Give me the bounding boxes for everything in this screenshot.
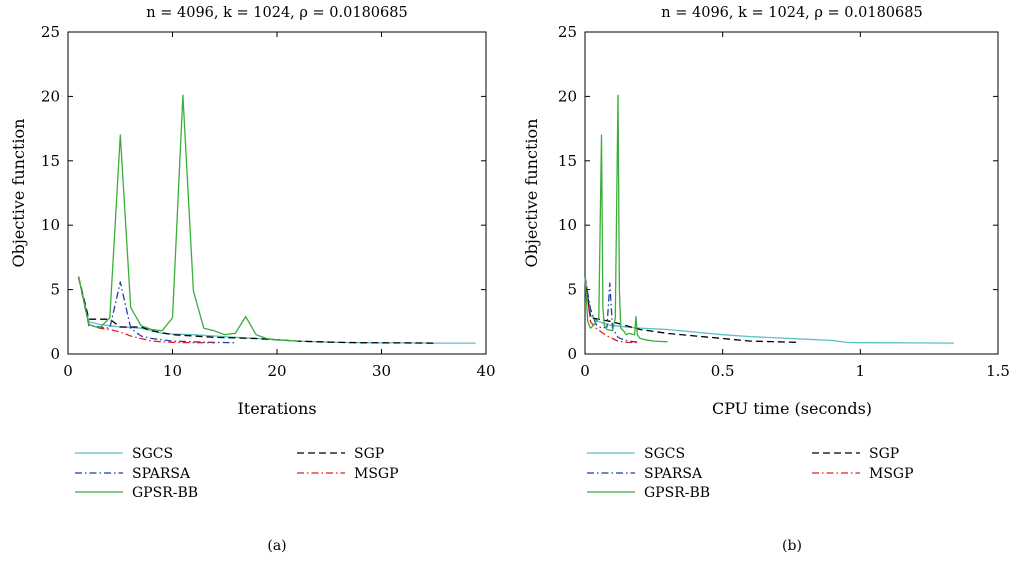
legend-label: SGCS bbox=[132, 446, 173, 462]
y-tick-label: 0 bbox=[567, 345, 577, 363]
legend-label: SGCS bbox=[644, 446, 685, 462]
axis-ticks: 0 10 20 30 40 0 5 10 15 20 25 bbox=[41, 23, 496, 380]
legend-label: MSGP bbox=[354, 466, 399, 482]
legend: SGCS SPARSA GPSR-BB SGP MSGP bbox=[587, 446, 914, 501]
legend-label: MSGP bbox=[869, 466, 914, 482]
series-line-msgp bbox=[77, 276, 215, 344]
series-line-gpsr-bb bbox=[77, 94, 298, 342]
y-tick-label: 25 bbox=[558, 23, 577, 41]
series-line-sgcs bbox=[584, 276, 954, 344]
chart-panel-a: n = 4096, k = 1024, ρ = 0.0180685 0 10 20 3… bbox=[9, 5, 496, 554]
x-tick-label: 0 bbox=[63, 362, 73, 380]
chart-title: n = 4096, k = 1024, ρ = 0.0180685 bbox=[146, 5, 407, 21]
series-line-sgp bbox=[584, 276, 800, 344]
legend-label: SPARSA bbox=[132, 466, 191, 482]
y-axis-label: Objective function bbox=[522, 119, 541, 268]
y-axis-label: Objective function bbox=[9, 119, 28, 268]
series-lines bbox=[77, 94, 476, 344]
series-line-sparsa bbox=[77, 276, 236, 344]
x-tick-label: 1.5 bbox=[986, 362, 1010, 380]
y-tick-label: 5 bbox=[50, 281, 60, 299]
x-tick-label: 20 bbox=[267, 362, 286, 380]
series-line-msgp bbox=[584, 276, 641, 344]
chart-panel-b: n = 4096, k = 1024, ρ = 0.0180685 0 0.5 1 1… bbox=[522, 5, 1010, 554]
legend: SGCS SPARSA GPSR-BB SGP MSGP bbox=[75, 446, 399, 501]
x-tick-label: 1 bbox=[856, 362, 866, 380]
legend-label: SGP bbox=[354, 446, 384, 462]
y-tick-label: 10 bbox=[558, 216, 577, 234]
x-tick-label: 10 bbox=[163, 362, 182, 380]
axis-ticks: 0 0.5 1 1.5 0 5 10 15 20 25 bbox=[558, 23, 1010, 380]
y-tick-label: 15 bbox=[558, 152, 577, 170]
legend-label: GPSR-BB bbox=[132, 485, 198, 501]
y-tick-label: 5 bbox=[567, 281, 577, 299]
figure-caption: (b) bbox=[782, 538, 802, 554]
series-line-sgp bbox=[77, 276, 434, 344]
figure-caption: (a) bbox=[267, 538, 286, 554]
y-tick-label: 20 bbox=[558, 87, 577, 105]
legend-label: GPSR-BB bbox=[644, 485, 710, 501]
x-tick-label: 0.5 bbox=[711, 362, 735, 380]
series-lines bbox=[584, 94, 954, 344]
series-line-gpsr-bb bbox=[584, 94, 668, 343]
x-tick-label: 40 bbox=[476, 362, 495, 380]
legend-label: SPARSA bbox=[644, 466, 703, 482]
legend-label: SGP bbox=[869, 446, 899, 462]
x-tick-label: 30 bbox=[372, 362, 391, 380]
y-tick-label: 25 bbox=[41, 23, 60, 41]
y-tick-label: 15 bbox=[41, 152, 60, 170]
series-line-sgcs bbox=[77, 276, 476, 344]
x-axis-label: Iterations bbox=[237, 399, 316, 418]
y-tick-label: 0 bbox=[50, 345, 60, 363]
y-tick-label: 10 bbox=[41, 216, 60, 234]
series-line-sparsa bbox=[584, 276, 641, 344]
x-axis-label: CPU time (seconds) bbox=[712, 399, 872, 418]
x-tick-label: 0 bbox=[580, 362, 590, 380]
y-tick-label: 20 bbox=[41, 87, 60, 105]
chart-title: n = 4096, k = 1024, ρ = 0.0180685 bbox=[661, 5, 922, 21]
plot-frame bbox=[584, 31, 999, 355]
